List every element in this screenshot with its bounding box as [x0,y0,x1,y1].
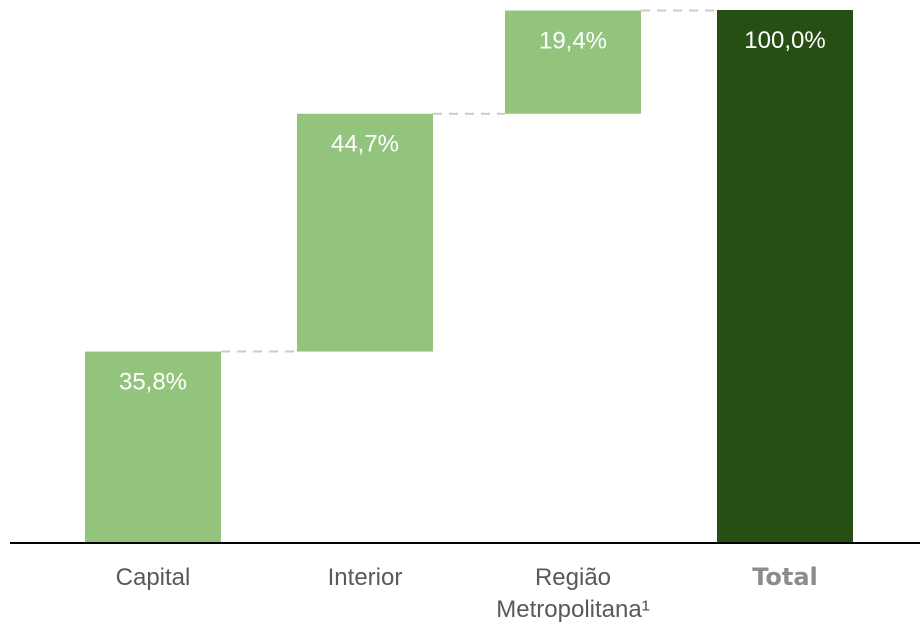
category-label-4: Total [752,563,818,591]
data-label-3: 19,4% [539,28,607,55]
category-label-2: Interior [328,564,403,591]
bar-1 [85,351,221,542]
bar-3 [505,10,641,114]
data-label-1: 35,8% [119,369,187,396]
bar-2 [297,113,433,352]
data-label-4: 100,0% [744,27,825,54]
category-label-1: Capital [116,564,191,591]
category-label-3: Região Metropolitana¹ [496,564,649,623]
data-label-2: 44,7% [331,131,399,158]
bar-4 [717,10,853,542]
